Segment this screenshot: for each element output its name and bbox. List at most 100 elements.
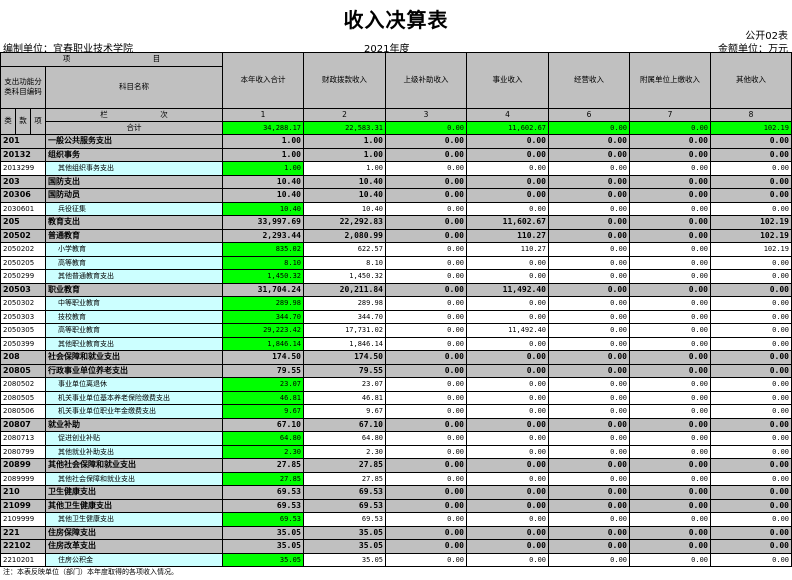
- row-value: 102.19: [710, 228, 792, 243]
- row-value: 0.00: [466, 147, 549, 162]
- row-value: 10.40: [222, 174, 304, 189]
- row-value: 0.00: [629, 539, 711, 554]
- row-code: 2050305: [0, 323, 46, 338]
- row-value: 0.00: [385, 498, 467, 513]
- row-name: 高等职业教育: [45, 323, 223, 338]
- row-value: 0.00: [466, 485, 549, 500]
- row-value: 0.00: [629, 458, 711, 473]
- row-code: 2013299: [0, 161, 46, 176]
- total-value: 34,288.17: [222, 121, 304, 135]
- row-name: 其他职业教育支出: [45, 336, 223, 351]
- row-code: 2210201: [0, 552, 46, 567]
- row-code: 2109999: [0, 512, 46, 527]
- row-value: 0.00: [466, 458, 549, 473]
- col-number: 7: [629, 107, 711, 122]
- row-value: 0.00: [629, 444, 711, 459]
- row-value: 0.00: [548, 471, 630, 486]
- row-code: 22102: [0, 539, 46, 554]
- row-value: 174.50: [303, 350, 386, 365]
- income-table: 项 目 本年收入合计 财政拨款收入 上级补助收入 事业收入 经营收入 附属单位上…: [0, 52, 792, 567]
- row-value: 69.53: [222, 485, 304, 500]
- row-value: 69.53: [303, 498, 386, 513]
- row-value: 0.00: [548, 309, 630, 324]
- row-value: 0.00: [629, 201, 711, 216]
- row-value: 0.00: [710, 350, 792, 365]
- row-value: 35.05: [303, 525, 386, 540]
- row-value: 11,492.40: [466, 323, 549, 338]
- row-value: 0.00: [385, 174, 467, 189]
- row-code: 208: [0, 350, 46, 365]
- item-row: 2050305 高等职业教育 29,223.42 17,731.02 0.00 11,49…: [0, 323, 792, 338]
- row-value: 0.00: [466, 296, 549, 311]
- header-item: 项 目: [0, 52, 223, 67]
- row-value: 0.00: [385, 228, 467, 243]
- row-name: 其他卫生健康支出: [45, 498, 223, 513]
- col-number: 2: [303, 107, 386, 122]
- row-value: 0.00: [385, 512, 467, 527]
- row-value: 0.00: [466, 404, 549, 419]
- row-value: 0.00: [629, 404, 711, 419]
- row-code: 203: [0, 174, 46, 189]
- row-value: 0.00: [466, 498, 549, 513]
- row-value: 0.00: [466, 350, 549, 365]
- row-value: 0.00: [466, 309, 549, 324]
- item-row: 2050303 技校教育 344.70 344.70 0.00 0.00 0.00 0.00 0…: [0, 309, 792, 324]
- row-name: 住房保障支出: [45, 525, 223, 540]
- row-code: 2050299: [0, 269, 46, 284]
- header-xiang: 项: [30, 107, 46, 135]
- item-row: 2080713 促进创业补贴 64.80 64.80 0.00 0.00 0.00 0.00 0…: [0, 431, 792, 446]
- row-value: 0.00: [710, 363, 792, 378]
- row-value: 0.00: [385, 296, 467, 311]
- form-number: 公开02表: [745, 31, 788, 42]
- row-value: 0.00: [385, 431, 467, 446]
- item-row: 2080799 其他就业补助支出 2.30 2.30 0.00 0.00 0.00 0.00 0…: [0, 444, 792, 459]
- item-row: 2109999 其他卫生健康支出 69.53 69.53 0.00 0.00 0.00 0.0…: [0, 512, 792, 527]
- row-value: 0.00: [710, 174, 792, 189]
- row-value: 0.00: [385, 417, 467, 432]
- row-name: 教育支出: [45, 215, 223, 230]
- row-value: 0.00: [385, 242, 467, 257]
- row-value: 17,731.02: [303, 323, 386, 338]
- row-value: 10.40: [303, 201, 386, 216]
- row-value: 174.50: [222, 350, 304, 365]
- col-header: 经营收入: [548, 52, 630, 109]
- row-value: 0.00: [548, 498, 630, 513]
- category-row: 201 一般公共服务支出 1.00 1.00 0.00 0.00 0.00 0.00 0.00: [0, 134, 792, 149]
- row-name: 事业单位离退休: [45, 377, 223, 392]
- row-value: 0.00: [466, 269, 549, 284]
- row-value: 0.00: [385, 201, 467, 216]
- row-code: 2080506: [0, 404, 46, 419]
- row-value: 0.00: [385, 188, 467, 203]
- row-name: 就业补助: [45, 417, 223, 432]
- row-name: 行政事业单位养老支出: [45, 363, 223, 378]
- row-value: 0.00: [466, 552, 549, 567]
- col-header: 附属单位上缴收入: [629, 52, 711, 109]
- row-value: 46.81: [222, 390, 304, 405]
- row-value: 1,450.32: [222, 269, 304, 284]
- row-value: 0.00: [629, 336, 711, 351]
- row-value: 0.00: [466, 512, 549, 527]
- row-value: 344.70: [222, 309, 304, 324]
- col-header: 其他收入: [710, 52, 792, 109]
- row-value: 0.00: [629, 471, 711, 486]
- row-value: 0.00: [710, 417, 792, 432]
- row-value: 0.00: [629, 309, 711, 324]
- row-code: 205: [0, 215, 46, 230]
- item-row: 2050302 中等职业教育 289.98 289.98 0.00 0.00 0.00 0.0…: [0, 296, 792, 311]
- row-value: 35.05: [303, 552, 386, 567]
- row-value: 1,846.14: [222, 336, 304, 351]
- category-row: 20132 组织事务 1.00 1.00 0.00 0.00 0.00 0.00 0.00: [0, 147, 792, 162]
- row-code: 20502: [0, 228, 46, 243]
- header-name: 科目名称: [45, 65, 223, 109]
- row-value: 0.00: [548, 255, 630, 270]
- header-lei: 类: [0, 107, 16, 135]
- row-value: 0.00: [710, 269, 792, 284]
- header-code: 支出功能分类科目编码: [0, 65, 46, 109]
- row-value: 0.00: [710, 552, 792, 567]
- row-value: 0.00: [385, 161, 467, 176]
- row-value: 0.00: [548, 417, 630, 432]
- row-value: 0.00: [710, 485, 792, 500]
- row-value: 0.00: [548, 282, 630, 297]
- row-name: 高等教育: [45, 255, 223, 270]
- row-name: 小学教育: [45, 242, 223, 257]
